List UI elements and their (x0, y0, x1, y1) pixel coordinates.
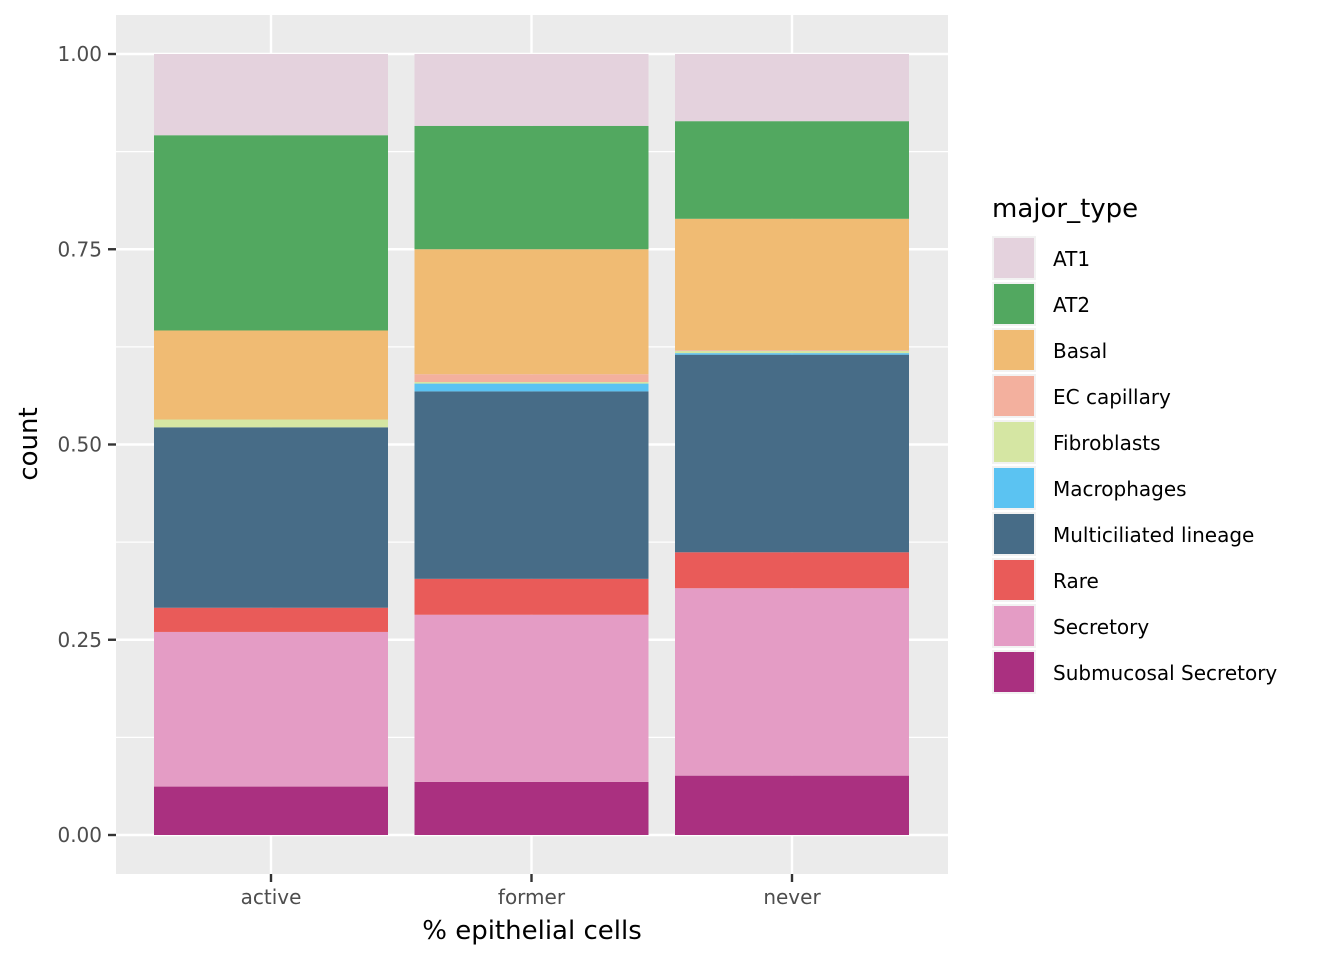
bar-segment-never-secretory (675, 588, 909, 776)
bar-segment-active-fibroblasts (154, 419, 388, 428)
y-tick-label: 0.50 (57, 433, 102, 457)
x-axis-title: % epithelial cells (422, 916, 642, 946)
bar-segment-former-at2 (414, 125, 649, 250)
y-tick-label: 0.75 (57, 237, 102, 261)
legend-label-fibroblasts: Fibroblasts (1053, 431, 1161, 455)
x-tick-label: active (241, 885, 302, 909)
bar-segment-never-submucosal-secretory (675, 775, 909, 835)
legend-swatch-at2 (994, 284, 1034, 324)
legend-swatch-ec-capillary (994, 376, 1034, 416)
bar-segment-former-rare (414, 578, 649, 615)
legend-swatch-multiciliated-lineage (994, 514, 1034, 554)
legend-swatch-macrophages (994, 468, 1034, 508)
bar-segment-never-at1 (675, 54, 909, 122)
legend-title: major_type (992, 194, 1138, 224)
bar-segment-active-at2 (154, 135, 388, 331)
bar-segment-former-basal (414, 249, 649, 375)
legend-swatch-submucosal-secretory (994, 652, 1034, 692)
bar-segment-never-rare (675, 552, 909, 589)
y-tick-label: 0.00 (57, 823, 102, 847)
legend: major_type AT1 AT2 Basal EC capillary Fibrob… (992, 194, 1277, 694)
bar-segment-former-macrophages (414, 383, 649, 392)
legend-swatch-secretory (994, 606, 1034, 646)
bar-segment-former-ec-capillary (414, 374, 649, 383)
legend-swatch-at1 (994, 238, 1034, 278)
bar-segment-never-fibroblasts (675, 350, 909, 354)
legend-label-ec-capillary: EC capillary (1053, 385, 1171, 409)
legend-label-rare: Rare (1053, 569, 1099, 593)
bar-segment-never-basal (675, 218, 909, 350)
bar-segment-active-rare (154, 607, 388, 632)
legend-swatch-basal (994, 330, 1034, 370)
bar-segment-former-fibroblasts (414, 382, 649, 384)
bar-segment-never-multiciliated-lineage (675, 354, 909, 553)
legend-label-macrophages: Macrophages (1053, 477, 1187, 501)
bar-segment-active-at1 (154, 54, 388, 136)
legend-label-submucosal-secretory: Submucosal Secretory (1053, 661, 1277, 685)
bar-segment-former-submucosal-secretory (414, 781, 649, 835)
bar-segment-active-secretory (154, 631, 388, 787)
y-axis-title: count (14, 407, 44, 480)
legend-label-multiciliated-lineage: Multiciliated lineage (1053, 523, 1254, 547)
legend-swatch-fibroblasts (994, 422, 1034, 462)
bars-layer (154, 54, 909, 835)
x-axis: active former never (241, 874, 821, 909)
bar-segment-former-multiciliated-lineage (414, 391, 649, 579)
bar-segment-active-submucosal-secretory (154, 786, 388, 835)
x-tick-label: never (763, 885, 821, 909)
x-tick-label: former (498, 885, 566, 909)
bar-segment-never-macrophages (675, 353, 909, 355)
bar-segment-active-multiciliated-lineage (154, 427, 388, 608)
legend-label-secretory: Secretory (1053, 615, 1149, 639)
legend-label-basal: Basal (1053, 339, 1107, 363)
bar-segment-former-at1 (414, 54, 649, 126)
bar-segment-never-ec-capillary (675, 349, 909, 351)
bar-segment-never-at2 (675, 121, 909, 219)
legend-label-at1: AT1 (1053, 247, 1090, 271)
legend-swatch-rare (994, 560, 1034, 600)
y-axis: 0.00 0.25 0.50 0.75 1.00 (57, 42, 116, 847)
y-tick-label: 0.25 (57, 628, 102, 652)
y-tick-label: 1.00 (57, 42, 102, 66)
legend-label-at2: AT2 (1053, 293, 1090, 317)
bar-segment-active-basal (154, 330, 388, 420)
bar-segment-former-secretory (414, 614, 649, 782)
